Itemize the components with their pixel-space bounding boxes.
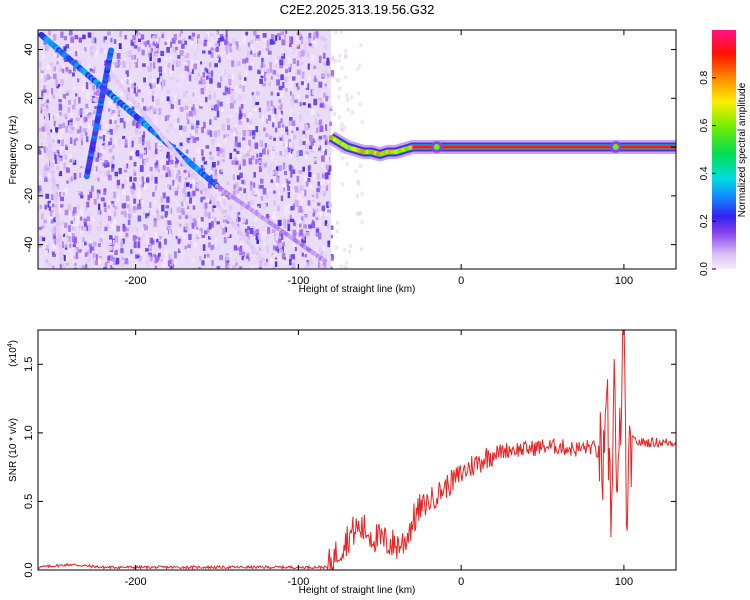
spectrogram-x-tick-label: 0 [458,275,464,287]
colorbar-gradient [712,30,736,269]
colorbar-label: Normalized spectral amplitude [737,82,748,217]
colorbar-tick-label: 0.0 [699,262,710,276]
colorbar-ticks: 0.0 0.2 0.4 0.6 0.8 [699,70,716,276]
spectrogram-y-axis-label: Frequency (Hz) [8,116,19,185]
snr-scale-close: ) [8,340,19,343]
snr-scale-prefix: (x10 [8,347,19,367]
spectrogram-x-axis-label: Height of straight line (km) [299,284,416,295]
snr-scale-exponent: 4 [7,343,14,347]
colorbar-tick-label: 0.4 [699,166,710,180]
spectrogram-y-tick-label: 0 [23,144,35,150]
snr-plot-area [38,330,676,570]
spectrogram-noise [38,30,364,269]
colorbar-tick-label: 0.6 [699,118,710,132]
spectrogram-track-4 [43,108,65,265]
spectrogram-track-3 [109,71,269,267]
spectrogram-x-tick-label: -200 [125,275,147,287]
snr-y-tick-label: 0.5 [23,494,35,509]
spectrogram-y-tick-label: 40 [23,43,35,55]
snr-frame [37,329,677,571]
snr-axes: -200 -100 0 100 0.0 0.5 1.0 1.5 [23,330,676,588]
spectrogram-x-tick-label: -100 [287,275,309,287]
snr-x-tick-label: 0 [458,576,464,588]
spectrogram-y-tick-label: -20 [23,188,35,204]
snr-panel: -200 -100 0 100 0.0 0.5 1.0 1.5 Height of strai… [7,329,677,596]
colorbar-tick-label: 0.8 [699,70,710,84]
snr-y-tick-label: 1.5 [23,357,35,372]
svg-text:(x104): (x104) [7,340,19,367]
spectrogram-y-tick-label: -40 [23,237,35,253]
snr-scale-label: (x104) [7,340,19,367]
spectrogram-x-tick-label: 100 [615,275,633,287]
snr-x-tick-label: -100 [287,576,309,588]
spectrogram-frame [37,29,677,270]
snr-x-tick-label: 100 [615,576,633,588]
spectrogram-image [38,30,676,269]
snr-y-axis-label: SNR (10 * v/v) [8,418,19,482]
snr-x-tick-label: -200 [125,576,147,588]
spectrogram-main-track [327,131,676,162]
snr-series-line [38,330,676,570]
colorbar: 0.0 0.2 0.4 0.6 0.8 Normalized spectral ampl… [699,30,748,276]
spectrogram-y-tick-label: 20 [23,92,35,104]
snr-y-tick-label: 0.0 [23,562,35,577]
page-title: C2E2.2025.313.19.56.G32 [280,2,435,17]
snr-y-tick-label: 1.0 [23,425,35,440]
colorbar-tick-label: 0.2 [699,214,710,228]
snr-x-axis-label: Height of straight line (km) [299,585,416,596]
spectrogram-track-1 [214,183,328,264]
spectrogram-track-2 [83,47,115,180]
